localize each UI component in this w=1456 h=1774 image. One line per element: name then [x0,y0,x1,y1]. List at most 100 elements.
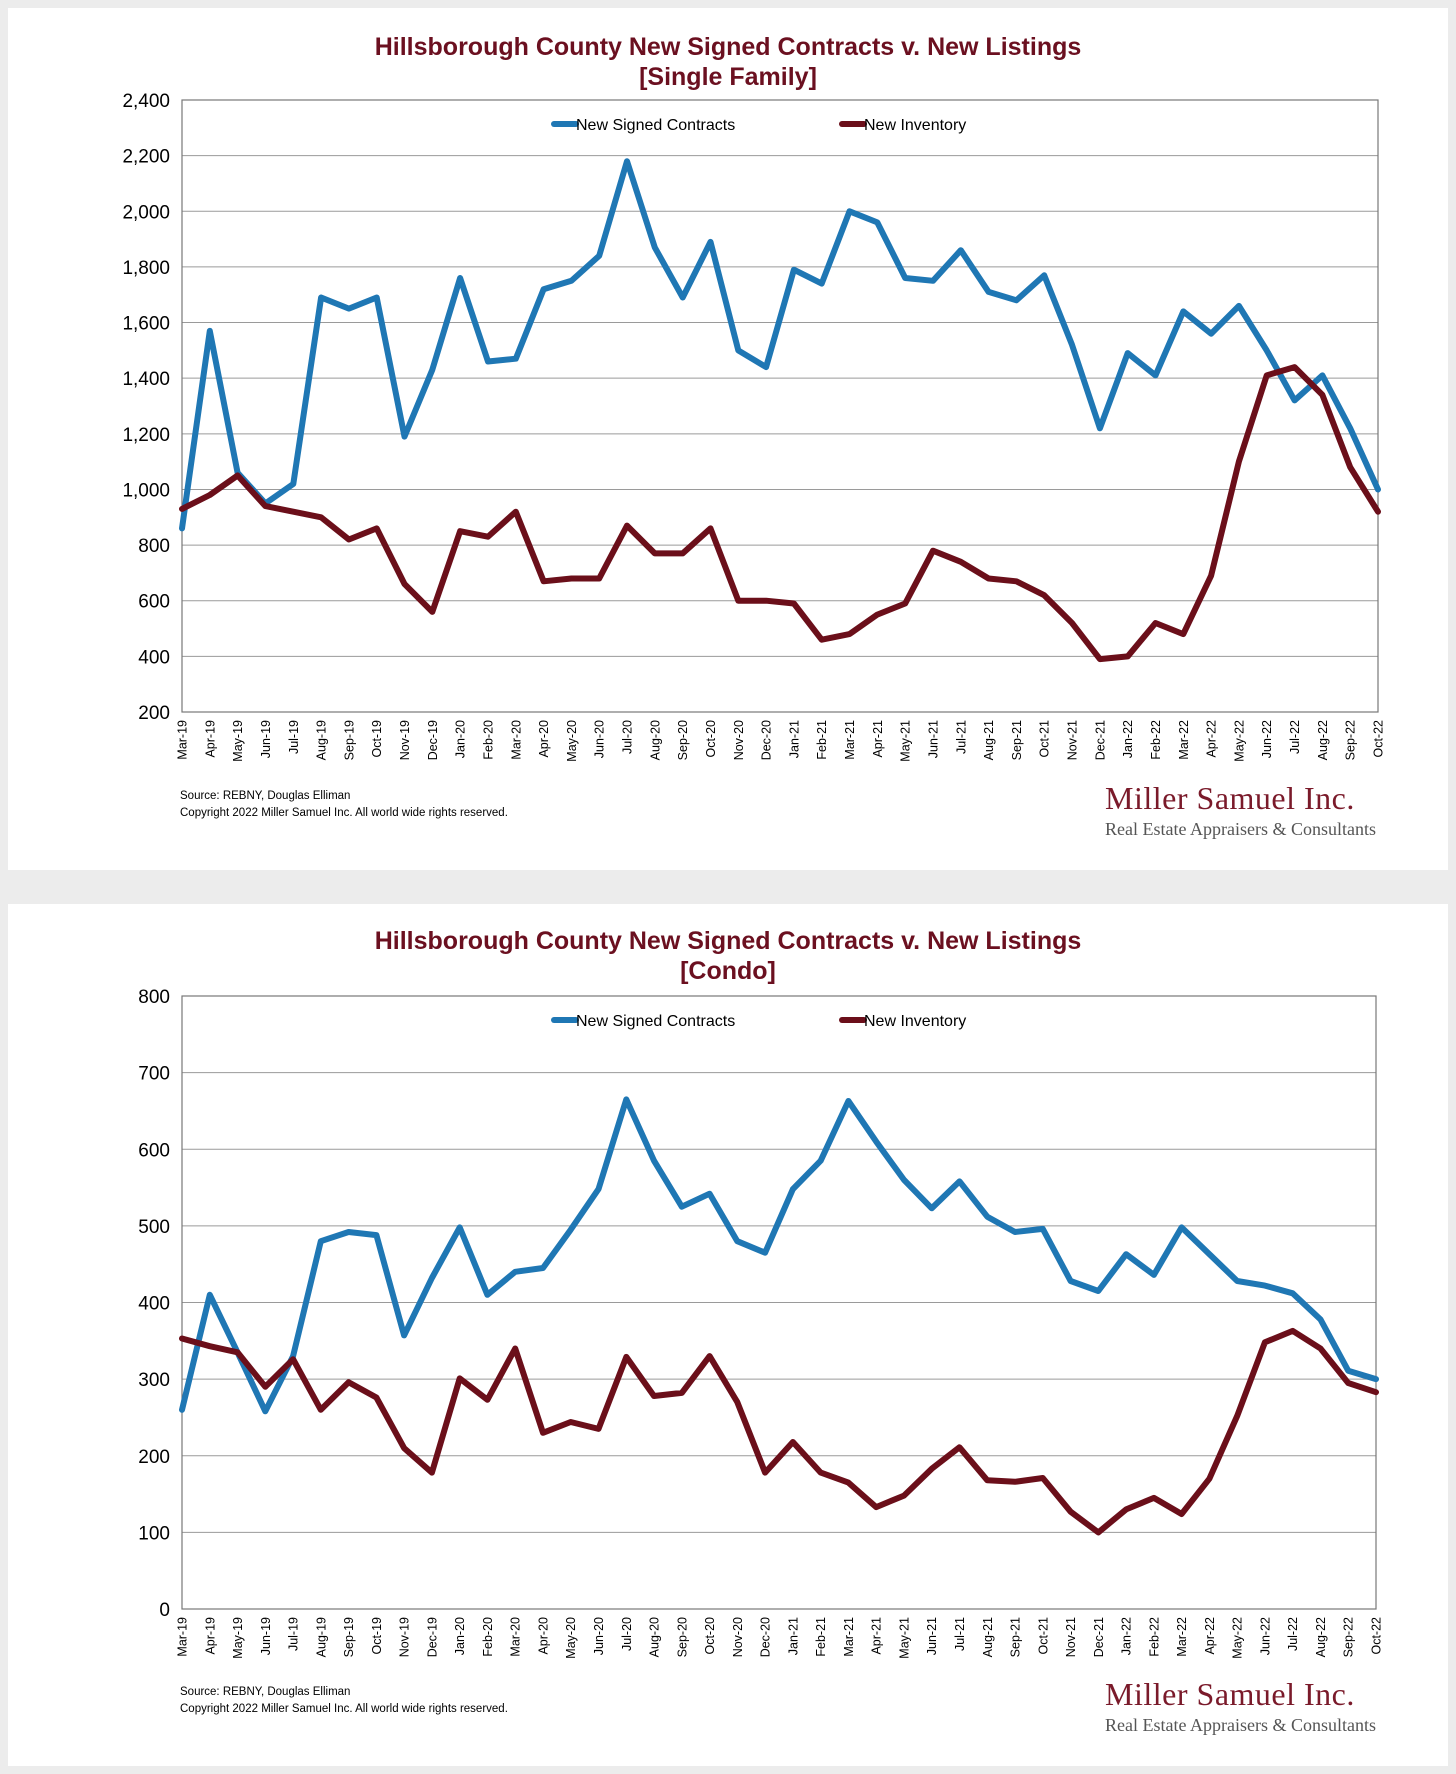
data-point [1345,1368,1351,1374]
copyright-text: Copyright 2022 Miller Samuel Inc. All wo… [180,807,508,819]
x-tick-label: Jan-22 [1120,1617,1134,1655]
legend-label: New Inventory [864,1013,966,1030]
y-tick-label: 200 [138,1447,170,1468]
chart-subtitle: [Condo] [680,957,776,985]
data-point [1123,1506,1129,1512]
data-point [1097,425,1103,431]
y-tick-label: 700 [138,1064,170,1085]
data-point [1290,1290,1296,1296]
data-point [651,1158,657,1164]
data-point [402,434,407,440]
data-point [262,1408,268,1414]
y-tick-label: 1,200 [122,425,170,446]
data-point [262,503,268,509]
data-point [1013,297,1019,303]
data-point [1153,372,1158,378]
data-point [179,1407,185,1413]
data-point [623,1096,629,1102]
data-point [485,534,491,540]
x-tick-label: Jun-22 [1260,720,1274,758]
x-tick-label: Apr-21 [871,720,885,758]
data-point [1040,1226,1046,1232]
x-tick-label: Dec-19 [425,1617,439,1657]
data-point [1095,1288,1101,1294]
data-point [540,1430,546,1436]
data-point [984,1214,990,1220]
data-point [1262,1339,1268,1345]
legend-label: New Signed Contracts [576,1013,735,1030]
data-point [901,1493,907,1499]
x-tick-label: Jul-19 [287,1617,301,1651]
x-tick-label: Apr-21 [870,1617,884,1655]
data-point [457,528,463,534]
x-tick-label: Nov-21 [1066,720,1080,760]
y-tick-label: 300 [138,1370,170,1391]
x-tick-label: Jun-19 [259,1617,273,1655]
x-tick-label: Mar-21 [843,720,857,760]
data-point [623,1354,629,1360]
data-point [1264,372,1270,378]
data-point [346,306,352,312]
x-tick-label: Jan-20 [453,1617,467,1655]
brand-tagline: Real Estate Appraisers & Consultants [1105,819,1376,839]
data-point [401,1332,407,1338]
data-point [1151,1495,1157,1501]
x-tick-label: Oct-22 [1372,720,1386,758]
data-point [568,1419,574,1425]
x-tick-label: Aug-20 [648,1617,662,1657]
x-tick-label: May-19 [231,720,245,762]
x-tick-label: Dec-21 [1092,1617,1106,1657]
data-point [1151,1272,1157,1278]
data-point [1012,1479,1018,1485]
data-point [1153,620,1158,626]
x-tick-label: Jun-22 [1258,1617,1272,1655]
copyright-text: Copyright 2022 Miller Samuel Inc. All wo… [180,1703,508,1715]
data-point [512,1346,518,1351]
data-point [207,1292,213,1298]
data-point [901,1177,907,1183]
source-text: Source: REBNY, Douglas Elliman [180,790,351,802]
x-tick-label: Jul-19 [287,720,301,754]
data-point [457,1224,463,1230]
y-tick-label: 400 [138,647,170,668]
x-tick-label: Oct-19 [370,1617,384,1655]
data-point [1208,573,1214,579]
data-point [1097,656,1103,662]
miller-samuel-logo: Miller Samuel Inc. Real Estate Appraiser… [1105,780,1376,842]
y-tick-label: 2,200 [122,147,170,168]
x-tick-label: Sep-19 [342,720,356,760]
series-line-new-inventory [179,364,1381,663]
data-point [1095,1529,1101,1535]
data-point [929,1205,935,1211]
x-tick-label: Nov-19 [398,720,412,760]
data-point [596,253,602,259]
y-tick-label: 1,000 [122,480,170,501]
data-point [1013,578,1019,584]
data-point [1041,272,1047,278]
x-tick-label: Jul-20 [620,1617,634,1651]
data-point [346,1229,352,1235]
x-tick-label: Oct-22 [1370,1617,1384,1655]
data-point [346,1379,352,1385]
x-tick-label: Mar-19 [176,720,190,760]
miller-samuel-logo: Miller Samuel Inc. Real Estate Appraiser… [1105,1676,1376,1738]
data-point [1375,487,1381,492]
plot-area-border [181,995,1377,1610]
data-point [958,559,964,565]
x-tick-label: Jul-22 [1288,720,1302,754]
chart-title: Hillsborough County New Signed Contracts… [8,32,1448,92]
data-point [541,286,547,292]
source-text: Source: REBNY, Douglas Elliman [180,1686,351,1698]
data-point [318,295,324,300]
data-point [1206,1251,1212,1257]
x-tick-label: Sep-21 [1010,720,1024,760]
data-point [290,481,296,487]
data-point [1292,364,1298,370]
data-point [790,1186,796,1192]
x-tick-label: Oct-20 [704,720,718,758]
x-tick-label: May-22 [1232,720,1246,762]
data-point [680,550,686,556]
data-point [374,525,380,531]
data-point [457,275,463,281]
data-point [513,509,519,515]
